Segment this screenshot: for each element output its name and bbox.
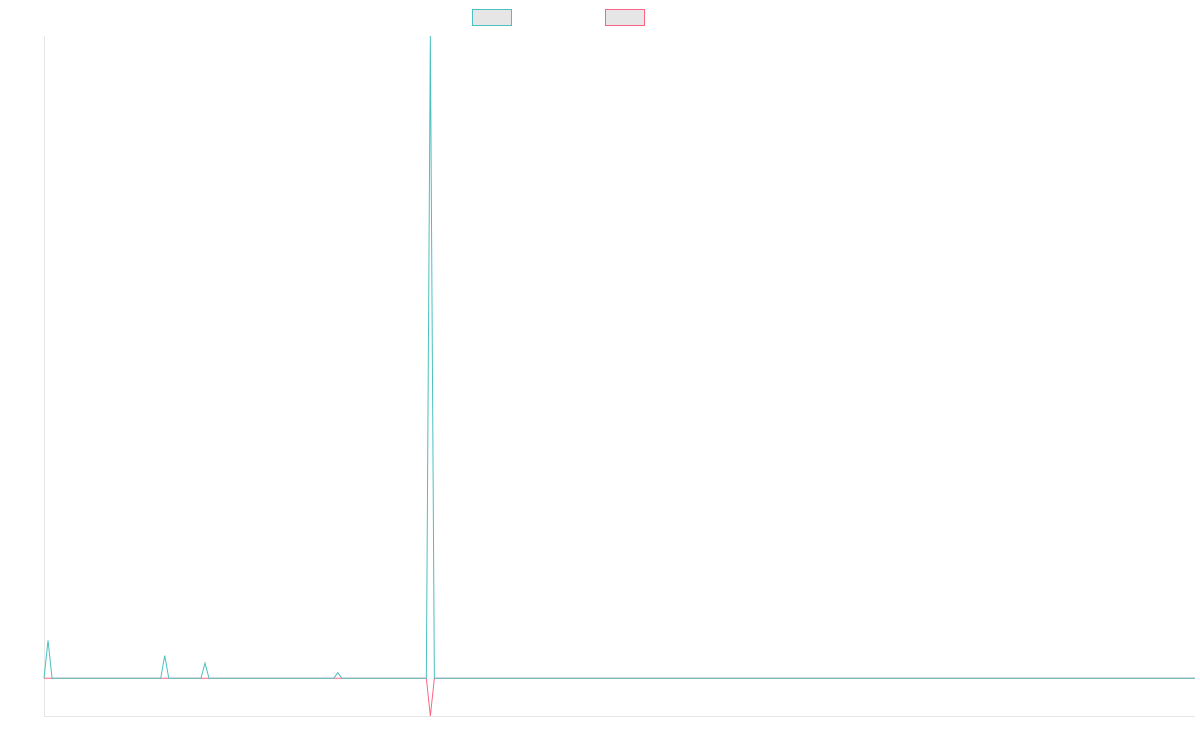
series-line-1[interactable] [43,35,1195,679]
axes [44,36,1195,717]
series-line-2[interactable] [44,677,1195,717]
legend[interactable] [472,9,645,26]
series-layer [43,35,1195,717]
legend-swatch-1[interactable] [472,9,512,26]
legend-swatch-2[interactable] [605,9,645,26]
